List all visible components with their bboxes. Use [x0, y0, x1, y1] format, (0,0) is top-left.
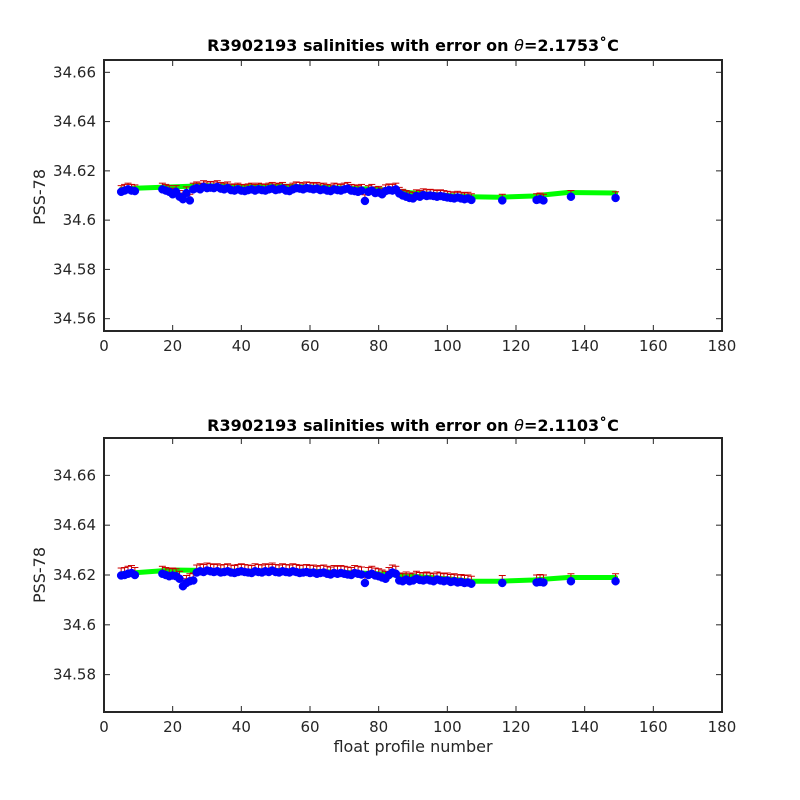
x-tick-label: 60: [300, 718, 319, 736]
x-tick-label: 20: [163, 337, 182, 355]
y-tick-label: 34.66: [53, 63, 96, 81]
y-tick-label: 34.64: [53, 113, 96, 131]
data-point: [185, 196, 195, 205]
y-tick-label: 34.66: [53, 466, 96, 484]
y-tick-label: 34.58: [53, 666, 96, 684]
data-points: [116, 566, 620, 591]
chart-title: R3902193 salinities with error on θ=2.11…: [207, 416, 619, 435]
x-axis-label: float profile number: [333, 737, 493, 756]
x-tick-label: 20: [163, 718, 182, 736]
y-tick-label: 34.6: [63, 211, 96, 229]
data-point: [391, 569, 401, 579]
x-tick-label: 40: [232, 337, 251, 355]
data-point: [539, 196, 548, 205]
top-salinity-chart: R3902193 salinities with error on θ=2.17…: [30, 36, 736, 355]
x-tick-label: 100: [433, 337, 462, 355]
x-tick-label: 80: [369, 337, 388, 355]
plot-area: 0 20 40 60 80 100 120 140 160 180 34.58 34.6 34.62 34…: [53, 437, 737, 736]
y-axis-label: PSS-78: [30, 169, 49, 225]
axes-box: [103, 59, 723, 332]
data-point: [130, 570, 140, 580]
x-tick-label: 100: [433, 718, 462, 736]
data-point: [611, 193, 620, 203]
y-tick-label: 34.64: [53, 516, 96, 534]
x-tick-label: 0: [99, 337, 109, 355]
y-tick-label: 34.56: [53, 310, 96, 328]
data-point: [566, 576, 576, 586]
data-point: [189, 576, 198, 585]
y-tick-label: 34.6: [63, 616, 96, 634]
bottom-salinity-chart: R3902193 salinities with error on θ=2.11…: [30, 416, 736, 756]
x-tick-label: 60: [300, 337, 319, 355]
x-tick-label: 140: [570, 718, 599, 736]
x-tick-label: 80: [369, 718, 388, 736]
x-tick-label: 120: [502, 337, 531, 355]
data-point: [467, 579, 476, 588]
y-tick-label: 34.58: [53, 260, 96, 278]
chart-title: R3902193 salinities with error on θ=2.17…: [207, 36, 619, 55]
data-point: [498, 196, 507, 205]
y-tick-label: 34.62: [53, 162, 96, 180]
y-tick-label: 34.62: [53, 566, 96, 584]
data-point: [611, 576, 620, 586]
x-tick-label: 120: [502, 718, 531, 736]
data-point: [539, 578, 548, 587]
data-points: [116, 182, 620, 206]
plot-area: 0 20 40 60 80 100 120 140 160 180 34.56 34.58 34.6 34…: [53, 59, 737, 355]
x-tick-label: 0: [99, 718, 109, 736]
y-axis-label: PSS-78: [30, 547, 49, 603]
x-tick-label: 160: [639, 718, 668, 736]
data-point: [182, 188, 191, 198]
data-point: [498, 578, 507, 588]
x-tick-label: 140: [570, 337, 599, 355]
x-tick-label: 180: [708, 718, 737, 736]
x-tick-label: 160: [639, 337, 668, 355]
x-tick-label: 40: [232, 718, 251, 736]
data-point: [175, 574, 184, 583]
data-point: [566, 192, 576, 201]
data-point: [467, 195, 476, 205]
data-point: [360, 578, 370, 588]
data-point: [130, 186, 140, 196]
data-point: [360, 196, 370, 206]
x-tick-label: 180: [708, 337, 737, 355]
